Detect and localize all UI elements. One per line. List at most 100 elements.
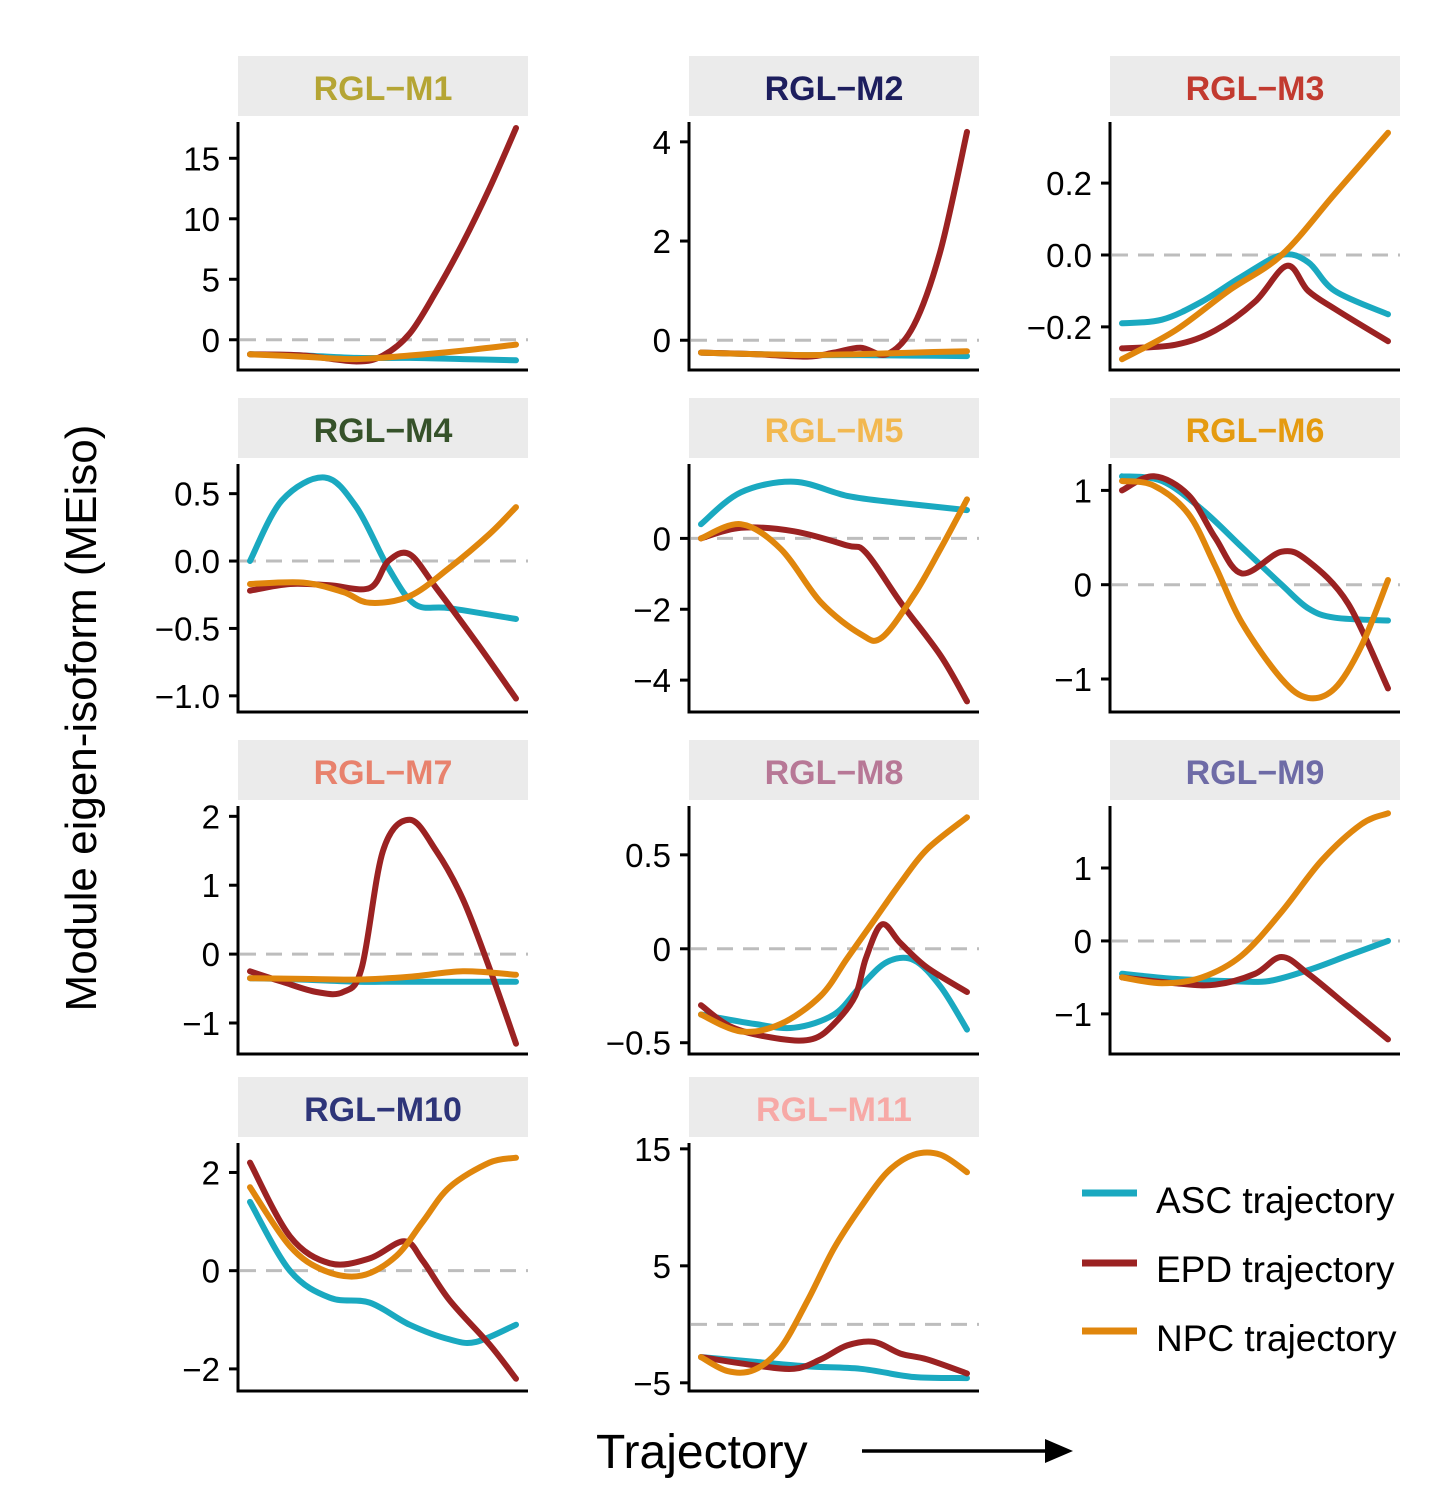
y-tick-label: 1: [1074, 850, 1092, 887]
panel-strip: [238, 1077, 528, 1137]
panel-strip: [689, 740, 979, 800]
panel-rgl-m9: RGL−M9 −1 0 1: [1054, 740, 1400, 1056]
series-line-asc: [698, 1354, 970, 1382]
y-tick-label: 2: [202, 798, 220, 835]
y-tick-label: −0.2: [1027, 309, 1092, 346]
y-axis-label: Module eigen-isoform (MEiso): [57, 425, 106, 1012]
series-line-npc: [698, 814, 970, 1035]
panel-title: RGL−M4: [314, 412, 453, 450]
panel-strip: [689, 398, 979, 458]
series-line-epd: [1119, 473, 1391, 692]
y-tick-label: −0.5: [606, 1025, 671, 1062]
y-tick-label: −5: [633, 1365, 671, 1402]
y-tick-label: 2: [653, 223, 671, 260]
y-tick-label: 0: [1074, 567, 1092, 604]
series-line-epd: [247, 816, 519, 1047]
series-line-epd: [247, 549, 519, 702]
panel-title: RGL−M8: [765, 754, 904, 792]
series-line-epd: [698, 128, 970, 360]
y-tick-label: 0.0: [174, 543, 220, 580]
y-tick-label: 0: [202, 322, 220, 359]
panel-strip: [1110, 56, 1400, 116]
panel-strip: [1110, 740, 1400, 800]
series-line-npc: [247, 341, 519, 363]
series-line-asc: [1119, 251, 1391, 327]
legend-label-npc: NPC trajectory: [1156, 1318, 1397, 1359]
series-line-npc: [247, 504, 519, 606]
panel-title: RGL−M9: [1186, 754, 1325, 792]
legend: ASC trajectory EPD trajectory NPC trajec…: [1082, 1180, 1397, 1359]
y-tick-label: −1: [1054, 661, 1092, 698]
panel-rgl-m4: RGL−M4 −1.0 −0.5 0.0 0.5: [155, 398, 528, 715]
panel-rgl-m8: RGL−M8 −0.5 0 0.5: [606, 740, 979, 1062]
trajectory-arrow-head: [1045, 1439, 1073, 1463]
series-line-asc: [1119, 937, 1391, 985]
panel-rgl-m11: RGL−M11 −5 5 15: [633, 1077, 979, 1402]
series-line-epd: [1119, 262, 1391, 352]
y-tick-label: −1: [182, 1005, 220, 1042]
panel-title: RGL−M11: [756, 1091, 912, 1129]
series-line-npc: [247, 968, 519, 983]
panel-rgl-m2: RGL−M2 0 2 4: [653, 56, 979, 372]
panel-rgl-m10: RGL−M10 −2 0 2: [182, 1077, 528, 1393]
series-line-epd: [247, 125, 519, 365]
panel-strip: [689, 56, 979, 116]
y-tick-label: −0.5: [155, 610, 220, 647]
y-tick-label: 2: [202, 1154, 220, 1191]
series-line-epd: [1119, 954, 1391, 1043]
y-tick-label: −1.0: [155, 678, 220, 715]
series-line-epd: [247, 1159, 519, 1382]
panel-title: RGL−M5: [765, 412, 904, 450]
y-tick-label: 15: [634, 1131, 671, 1168]
panel-rgl-m1: RGL−M1 0 5 10 15: [183, 56, 528, 372]
y-tick-label: 10: [183, 201, 220, 238]
y-tick-label: 0: [202, 936, 220, 973]
y-tick-label: 1: [1074, 472, 1092, 509]
series-line-asc: [698, 478, 970, 528]
series-line-npc: [698, 1149, 970, 1376]
legend-item-epd: EPD trajectory: [1082, 1249, 1395, 1290]
panel-strip: [238, 56, 528, 116]
series-line-epd: [698, 921, 970, 1044]
panel-strip: [689, 1077, 979, 1137]
y-tick-label: 4: [653, 124, 671, 161]
panel-title: RGL−M10: [304, 1091, 462, 1129]
y-tick-label: 0: [653, 322, 671, 359]
series-line-npc: [247, 1154, 519, 1280]
series-line-npc: [1119, 478, 1391, 702]
y-tick-label: −2: [182, 1351, 220, 1388]
panel-rgl-m3: RGL−M3 −0.2 0.0 0.2: [1027, 56, 1400, 372]
y-tick-label: −1: [1054, 996, 1092, 1033]
y-tick-label: 0.5: [174, 476, 220, 513]
panel-rgl-m5: RGL−M5 −4 −2 0: [633, 398, 979, 714]
y-tick-label: −2: [633, 591, 671, 628]
panel-title: RGL−M1: [314, 70, 453, 108]
series-line-npc: [1119, 810, 1391, 987]
x-axis-label: Trajectory: [596, 1426, 808, 1479]
series-line-asc: [247, 1198, 519, 1346]
y-tick-label: 0: [653, 931, 671, 968]
series-line-npc: [698, 496, 970, 644]
y-tick-label: 5: [202, 261, 220, 298]
legend-label-epd: EPD trajectory: [1156, 1249, 1395, 1290]
panel-title: RGL−M2: [765, 70, 904, 108]
y-tick-label: 0.5: [625, 837, 671, 874]
y-tick-label: 0: [202, 1253, 220, 1290]
panel-title: RGL−M6: [1186, 412, 1325, 450]
y-tick-label: 0.0: [1046, 237, 1092, 274]
y-tick-label: −4: [633, 662, 671, 699]
facet-panels: RGL−M1051015RGL−M2024RGL−M3−0.20.00.2RGL…: [155, 56, 1400, 1402]
y-tick-label: 5: [653, 1248, 671, 1285]
y-tick-label: 0: [653, 520, 671, 557]
panel-rgl-m6: RGL−M6 −1 0 1: [1054, 398, 1400, 714]
y-tick-label: 0: [1074, 923, 1092, 960]
y-tick-label: 1: [202, 867, 220, 904]
trajectory-arrow: [862, 1439, 1073, 1463]
series-line-epd: [698, 1338, 970, 1377]
legend-item-npc: NPC trajectory: [1082, 1318, 1397, 1359]
legend-item-asc: ASC trajectory: [1082, 1180, 1395, 1221]
panel-rgl-m7: RGL−M7 −1 0 1 2: [182, 740, 528, 1056]
y-tick-label: 15: [183, 140, 220, 177]
panel-strip: [1110, 398, 1400, 458]
